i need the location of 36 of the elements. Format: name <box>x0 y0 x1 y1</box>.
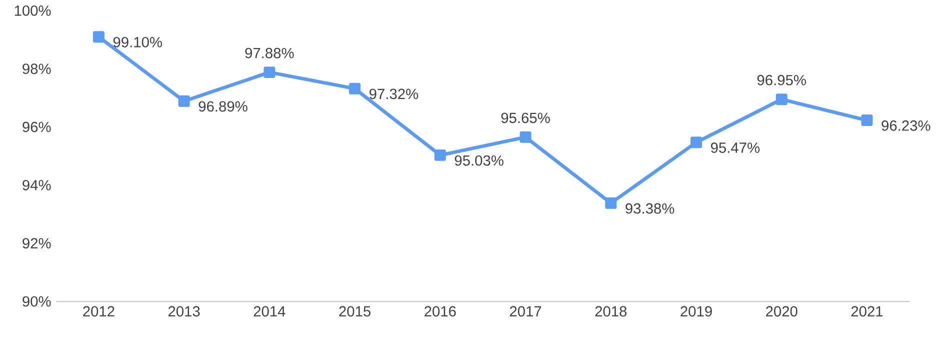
y-tick-label: 96% <box>22 122 51 132</box>
data-label: 95.03% <box>454 155 504 166</box>
point <box>264 66 276 78</box>
y-tick-label: 98% <box>22 64 51 74</box>
point <box>520 131 532 143</box>
point <box>605 197 617 209</box>
x-tick-label: 2017 <box>510 306 542 316</box>
point <box>861 114 873 126</box>
x-tick-label: 2014 <box>254 306 286 316</box>
data-label: 96.95% <box>757 74 806 86</box>
point <box>178 95 190 107</box>
data-label: 97.88% <box>245 48 294 58</box>
x-tick-label: 2020 <box>766 306 798 316</box>
data-label: 96.89% <box>198 101 248 112</box>
point <box>92 31 104 43</box>
data-label: 93.38% <box>626 203 674 214</box>
x-tick-label: 2018 <box>595 306 627 316</box>
point <box>690 136 702 148</box>
point <box>434 149 446 161</box>
x-tick-label: 2019 <box>680 306 712 316</box>
data-label: 95.65% <box>501 112 550 124</box>
y-tick-label: 94% <box>22 180 51 190</box>
data-label: 99.10% <box>113 36 162 48</box>
data-label: 97.32% <box>370 88 418 100</box>
y-tick-label: 92% <box>22 238 51 248</box>
x-tick-label: 2015 <box>339 306 370 316</box>
data-label: 95.47% <box>710 142 760 153</box>
data-label: 96.23% <box>882 120 930 131</box>
y-tick-label: 100% <box>14 5 51 16</box>
x-tick-label: 2013 <box>168 306 200 316</box>
x-tick-label: 2012 <box>83 306 114 316</box>
y-tick-label: 90% <box>22 296 51 307</box>
point <box>349 82 361 94</box>
point <box>776 94 788 106</box>
x-tick-label: 2016 <box>424 306 456 316</box>
x-tick-label: 2021 <box>851 306 883 316</box>
